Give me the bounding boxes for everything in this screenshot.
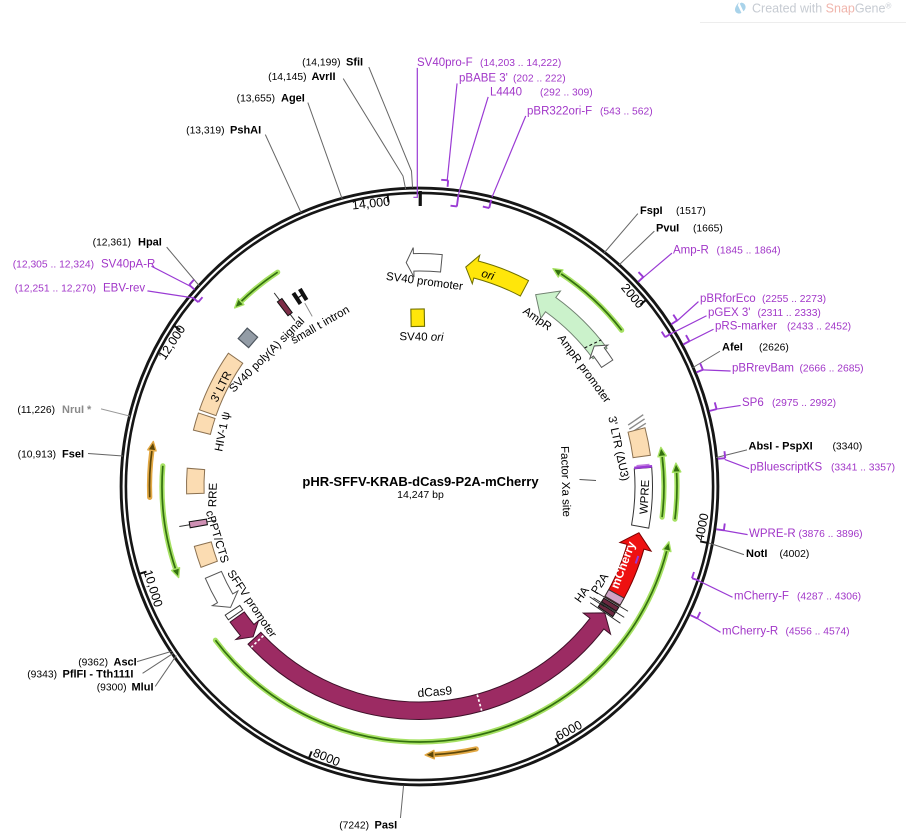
svg-text:pRS-marker: pRS-marker [715,321,777,333]
svg-text:Factor Xa site: Factor Xa site [558,446,572,517]
svg-text:(11,226): (11,226) [17,405,55,416]
svg-text:(2666 .. 2685): (2666 .. 2685) [800,364,864,375]
svg-text:(12,251 .. 12,270): (12,251 .. 12,270) [15,284,96,295]
svg-text:(9343): (9343) [27,670,57,681]
svg-text:AbsI - PspXI: AbsI - PspXI [749,441,813,453]
svg-text:(3876 .. 3896): (3876 .. 3896) [799,529,863,540]
svg-text:(2433 .. 2452): (2433 .. 2452) [787,322,851,333]
svg-text:MluI: MluI [132,682,154,694]
svg-text:(1517): (1517) [676,206,706,217]
svg-text:PshAI: PshAI [230,125,261,137]
svg-text:pBRforEco: pBRforEco [700,293,756,305]
svg-text:(202 .. 222): (202 .. 222) [513,74,566,85]
svg-text:SP6: SP6 [742,397,764,409]
svg-text:AscI: AscI [114,657,137,669]
svg-text:EBV-rev: EBV-rev [103,283,145,295]
svg-text:(4002): (4002) [780,549,810,560]
svg-text:(2975 .. 2992): (2975 .. 2992) [772,398,836,409]
svg-text:PvuI: PvuI [656,223,679,235]
svg-text:(12,361): (12,361) [93,238,131,249]
svg-text:HpaI: HpaI [138,237,162,249]
svg-text:NruI *: NruI * [62,404,92,416]
svg-text:(10,913): (10,913) [18,450,56,461]
svg-text:RRE: RRE [207,482,220,507]
svg-text:SV40pro-F: SV40pro-F [417,57,473,69]
svg-text:pBRrevBam: pBRrevBam [732,363,794,375]
svg-text:(14,199): (14,199) [302,58,340,69]
svg-text:(1845 .. 1864): (1845 .. 1864) [717,246,781,257]
svg-text:(9300): (9300) [97,683,127,694]
svg-text:(14,203 .. 14,222): (14,203 .. 14,222) [480,58,561,69]
svg-text:ori: ori [480,268,496,283]
svg-text:(292 .. 309): (292 .. 309) [540,88,593,99]
svg-text:AfeI: AfeI [722,342,743,354]
svg-text:FseI: FseI [62,449,84,461]
svg-text:pGEX 3': pGEX 3' [708,307,750,319]
svg-text:SV40 ori: SV40 ori [399,331,444,344]
svg-text:(13,319): (13,319) [186,126,224,137]
svg-text:14,000: 14,000 [351,194,391,212]
svg-text:mCherry-F: mCherry-F [734,591,789,603]
svg-text:(4287 .. 4306): (4287 .. 4306) [797,592,861,603]
svg-text:(7242): (7242) [339,821,369,832]
svg-text:Created with SnapGene®: Created with SnapGene® [752,2,891,16]
svg-text:NotI: NotI [746,548,767,560]
svg-text:SfiI: SfiI [346,57,363,69]
svg-text:dCas9: dCas9 [417,683,453,700]
svg-text:(13,655): (13,655) [237,94,275,105]
svg-text:AvrII: AvrII [312,71,336,83]
svg-text:pBABE 3': pBABE 3' [459,73,508,85]
svg-text:(12,305 .. 12,324): (12,305 .. 12,324) [13,260,94,271]
svg-text:(1665): (1665) [693,224,723,235]
svg-text:14,247 bp: 14,247 bp [397,489,444,501]
svg-text:(2255 .. 2273): (2255 .. 2273) [762,294,826,305]
svg-text:PflFI - Tth111I: PflFI - Tth111I [63,669,134,681]
svg-text:(3341 .. 3357): (3341 .. 3357) [831,463,895,474]
svg-text:(14,145): (14,145) [268,72,306,83]
svg-text:PasI: PasI [375,820,398,832]
svg-text:WPRE: WPRE [638,479,652,514]
svg-text:(2626): (2626) [759,343,789,354]
svg-text:pHR-SFFV-KRAB-dCas9-P2A-mCherr: pHR-SFFV-KRAB-dCas9-P2A-mCherry [302,474,539,489]
svg-text:(3340): (3340) [833,442,863,453]
svg-text:pBR322ori-F: pBR322ori-F [527,106,592,118]
svg-text:SV40pA-R: SV40pA-R [101,259,155,271]
svg-text:mCherry-R: mCherry-R [722,626,778,638]
svg-text:AgeI: AgeI [281,93,305,105]
svg-text:(2311 .. 2333): (2311 .. 2333) [758,308,821,319]
svg-text:(4556 .. 4574): (4556 .. 4574) [786,627,850,638]
svg-text:(9362): (9362) [78,658,108,669]
svg-text:4000: 4000 [692,512,711,542]
svg-text:WPRE-R: WPRE-R [749,528,796,540]
svg-text:pBluescriptKS: pBluescriptKS [750,462,823,474]
svg-text:FspI: FspI [640,205,663,217]
svg-text:(543 .. 562): (543 .. 562) [600,107,653,118]
svg-text:Amp-R: Amp-R [673,245,709,257]
svg-text:L4440: L4440 [490,87,522,99]
